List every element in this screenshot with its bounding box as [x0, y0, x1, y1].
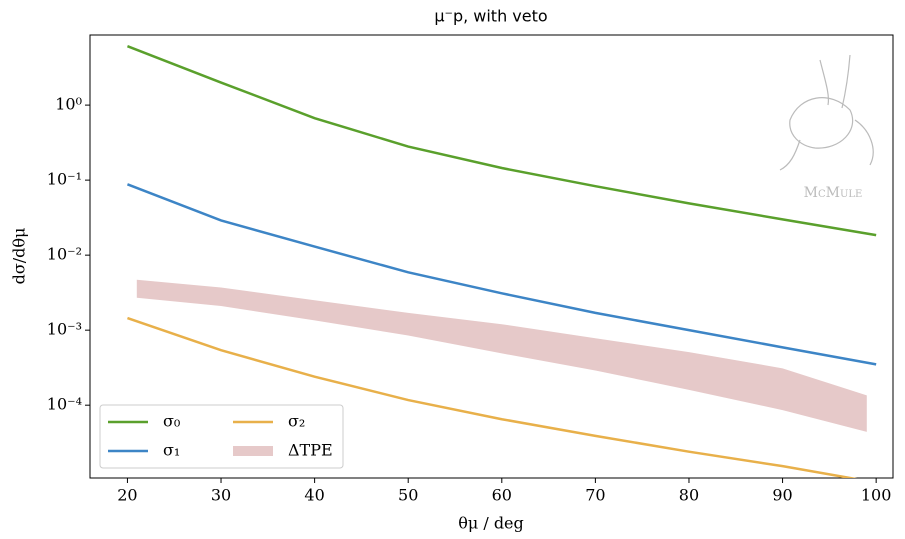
y-axis-label: dσ/dθμ	[10, 228, 29, 285]
plot-frame	[89, 34, 894, 479]
series-line	[127, 316, 858, 478]
plot-area	[126, 45, 877, 478]
y-tick-label: 10⁻⁴	[47, 395, 82, 414]
y-tick-label: 10⁻³	[47, 320, 82, 339]
legend-label: σ₀	[163, 412, 180, 431]
series-line	[126, 45, 877, 237]
legend-swatch	[233, 446, 273, 456]
y-tick-label: 10⁰	[55, 95, 82, 114]
x-tick-label: 40	[304, 486, 324, 505]
legend-label: σ₁	[163, 441, 180, 460]
x-tick-label: 50	[398, 486, 418, 505]
watermark: McMule	[804, 185, 863, 201]
x-tick-label: 30	[211, 486, 231, 505]
legend-label: ΔTPE	[288, 441, 333, 460]
series-band	[136, 279, 867, 432]
legend-label: σ₂	[288, 412, 305, 431]
x-tick-label: 70	[585, 486, 605, 505]
x-tick-label: 90	[772, 486, 792, 505]
x-tick-label: 20	[117, 486, 137, 505]
series-line	[126, 183, 877, 366]
logo	[779, 54, 874, 171]
chart-title: μ⁻p, with veto	[434, 7, 547, 26]
x-tick-label: 60	[492, 486, 512, 505]
legend-box	[99, 404, 344, 469]
y-tick-label: 10⁻²	[47, 245, 82, 264]
x-axis-label: θμ / deg	[458, 514, 524, 533]
x-tick-label: 80	[679, 486, 699, 505]
x-tick-label: 100	[861, 486, 892, 505]
y-tick-label: 10⁻¹	[47, 170, 82, 189]
